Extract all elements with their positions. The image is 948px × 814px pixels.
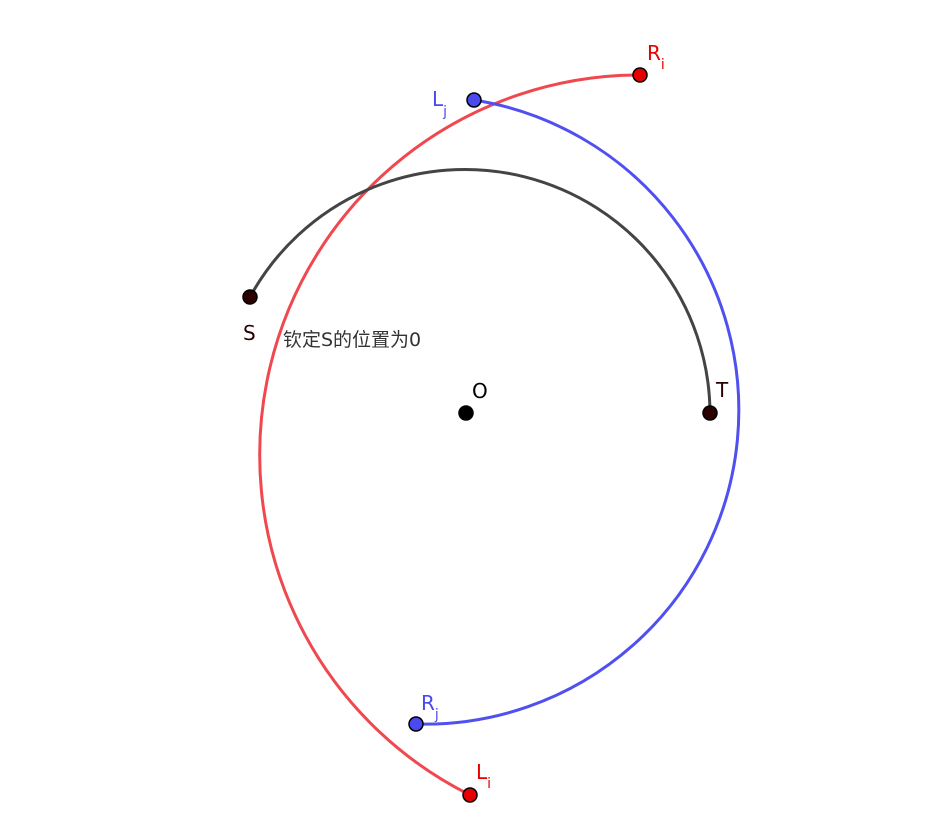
label-l-j: Lj	[432, 87, 447, 120]
point-o	[458, 405, 474, 421]
red-arc-i	[258, 73, 641, 797]
point-l-i	[462, 787, 478, 803]
label-s: S	[243, 321, 256, 345]
point-s	[242, 289, 258, 305]
annotation-s-zero: 钦定S的位置为0	[283, 329, 421, 351]
label-t: T	[715, 378, 729, 402]
point-t	[702, 405, 718, 421]
label-o: O	[472, 379, 488, 403]
dark-arc-s-t	[248, 167, 712, 414]
point-l-j	[466, 92, 482, 108]
point-r-i	[632, 67, 648, 83]
blue-arc-j	[415, 98, 741, 726]
label-l-i: Li	[476, 760, 491, 792]
label-r-j: Rj	[421, 691, 439, 723]
label-r-i: Ri	[647, 41, 665, 73]
point-r-j	[408, 716, 424, 732]
